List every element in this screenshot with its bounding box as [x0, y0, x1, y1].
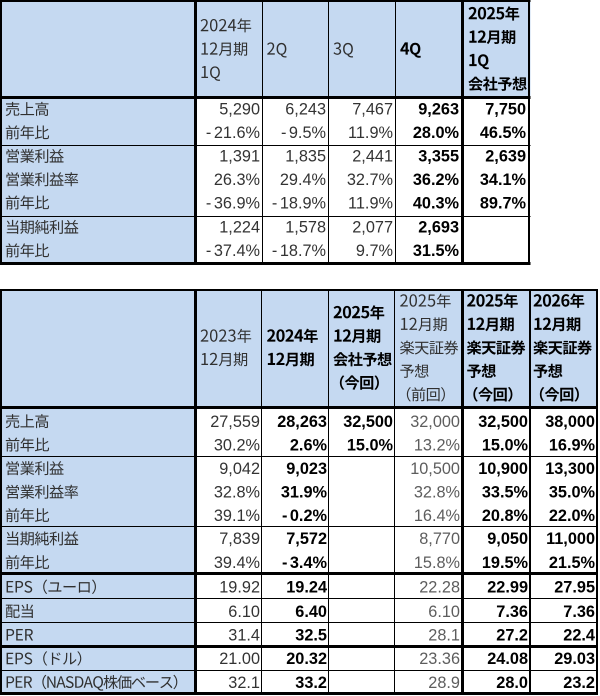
svg-text:7,572: 7,572 — [286, 530, 327, 548]
svg-text:23.36: 23.36 — [419, 650, 460, 668]
svg-text:7,467: 7,467 — [352, 101, 393, 119]
svg-text:7.36: 7.36 — [496, 603, 528, 621]
svg-text:9.7%: 9.7% — [356, 242, 393, 260]
svg-text:24.08: 24.08 — [487, 650, 528, 668]
svg-text:9,263: 9,263 — [418, 101, 459, 119]
svg-text:89.7%: 89.7% — [480, 194, 527, 212]
svg-text:32.8%: 32.8% — [214, 484, 260, 502]
svg-text:22.4: 22.4 — [563, 627, 595, 645]
svg-text:-18.9%: -18.9% — [272, 194, 326, 212]
svg-text:38,000: 38,000 — [545, 413, 595, 431]
svg-text:6.40: 6.40 — [295, 603, 327, 621]
svg-text:5,290: 5,290 — [219, 101, 260, 119]
svg-text:22.99: 22.99 — [487, 579, 528, 597]
svg-text:21.5%: 21.5% — [549, 554, 596, 572]
svg-text:27,559: 27,559 — [210, 413, 260, 431]
svg-text:21.00: 21.00 — [219, 650, 260, 668]
svg-text:39.4%: 39.4% — [214, 554, 260, 572]
svg-text:39.1%: 39.1% — [214, 507, 260, 525]
svg-text:32,500: 32,500 — [478, 413, 528, 431]
svg-text:13,300: 13,300 — [545, 460, 595, 478]
svg-text:33.2: 33.2 — [295, 674, 327, 692]
svg-text:1,578: 1,578 — [285, 219, 326, 237]
svg-text:-37.4%: -37.4% — [206, 242, 260, 260]
svg-text:2,077: 2,077 — [352, 219, 393, 237]
svg-text:15.8%: 15.8% — [414, 554, 460, 572]
svg-text:15.0%: 15.0% — [347, 436, 394, 454]
svg-text:28.0: 28.0 — [496, 674, 528, 692]
svg-text:29.4%: 29.4% — [280, 171, 326, 189]
svg-text:1,224: 1,224 — [219, 219, 260, 237]
svg-text:22.0%: 22.0% — [549, 507, 596, 525]
svg-text:11,000: 11,000 — [546, 530, 595, 548]
svg-text:31.5%: 31.5% — [413, 242, 460, 260]
svg-text:9,050: 9,050 — [487, 530, 528, 548]
svg-text:34.1%: 34.1% — [480, 171, 527, 189]
svg-text:2,693: 2,693 — [418, 219, 459, 237]
svg-text:40.3%: 40.3% — [413, 194, 460, 212]
svg-text:3,355: 3,355 — [418, 148, 459, 166]
svg-text:36.2%: 36.2% — [413, 171, 460, 189]
svg-text:20.8%: 20.8% — [482, 507, 529, 525]
svg-text:-36.9%: -36.9% — [206, 194, 260, 212]
svg-text:23.2: 23.2 — [563, 674, 595, 692]
svg-text:19.24: 19.24 — [286, 579, 327, 597]
svg-text:16.4%: 16.4% — [414, 507, 460, 525]
svg-text:2.6%: 2.6% — [290, 436, 328, 454]
svg-text:32.5: 32.5 — [295, 627, 327, 645]
svg-text:32,000: 32,000 — [410, 413, 460, 431]
svg-text:19.92: 19.92 — [219, 579, 260, 597]
svg-text:9,042: 9,042 — [219, 460, 260, 478]
svg-text:-21.6%: -21.6% — [206, 124, 260, 142]
svg-text:11.9%: 11.9% — [348, 124, 393, 142]
svg-text:28.9: 28.9 — [428, 674, 460, 692]
svg-text:2,441: 2,441 — [352, 148, 393, 166]
svg-text:31.4: 31.4 — [228, 627, 260, 645]
svg-text:1,391: 1,391 — [219, 148, 260, 166]
svg-text:35.0%: 35.0% — [549, 484, 596, 502]
svg-text:46.5%: 46.5% — [480, 124, 527, 142]
svg-text:28,263: 28,263 — [277, 413, 327, 431]
svg-text:9,023: 9,023 — [286, 460, 327, 478]
svg-text:6.10: 6.10 — [428, 603, 460, 621]
svg-text:-0.2%: -0.2% — [282, 507, 328, 525]
svg-text:7.36: 7.36 — [563, 603, 595, 621]
svg-text:27.95: 27.95 — [554, 579, 595, 597]
svg-text:-18.7%: -18.7% — [272, 242, 326, 260]
svg-text:6,243: 6,243 — [285, 101, 326, 119]
svg-text:19.5%: 19.5% — [482, 554, 529, 572]
svg-text:22.28: 22.28 — [419, 579, 460, 597]
svg-text:26.3%: 26.3% — [214, 171, 260, 189]
svg-text:8,770: 8,770 — [419, 530, 460, 548]
svg-text:13.2%: 13.2% — [414, 436, 460, 454]
svg-text:32.8%: 32.8% — [414, 484, 460, 502]
svg-text:-3.4%: -3.4% — [282, 554, 328, 572]
svg-text:7,839: 7,839 — [219, 530, 260, 548]
svg-text:32,500: 32,500 — [343, 413, 393, 431]
svg-text:16.9%: 16.9% — [549, 436, 596, 454]
svg-text:1,835: 1,835 — [285, 148, 326, 166]
svg-text:30.2%: 30.2% — [214, 436, 260, 454]
svg-text:33.5%: 33.5% — [482, 484, 529, 502]
svg-text:15.0%: 15.0% — [482, 436, 529, 454]
svg-text:11.9%: 11.9% — [348, 194, 393, 212]
svg-text:20.32: 20.32 — [286, 650, 327, 668]
svg-text:10,500: 10,500 — [410, 460, 460, 478]
svg-text:6.10: 6.10 — [228, 603, 260, 621]
svg-text:7,750: 7,750 — [485, 101, 526, 119]
svg-text:28.1: 28.1 — [428, 627, 460, 645]
svg-text:32.1: 32.1 — [228, 674, 260, 692]
svg-text:27.2: 27.2 — [496, 627, 528, 645]
svg-text:31.9%: 31.9% — [281, 484, 328, 502]
svg-text:32.7%: 32.7% — [347, 171, 393, 189]
svg-text:10,900: 10,900 — [478, 460, 528, 478]
svg-text:29.03: 29.03 — [554, 650, 595, 668]
svg-text:28.0%: 28.0% — [413, 124, 460, 142]
svg-text:-9.5%: -9.5% — [281, 124, 326, 142]
svg-text:2,639: 2,639 — [485, 148, 526, 166]
